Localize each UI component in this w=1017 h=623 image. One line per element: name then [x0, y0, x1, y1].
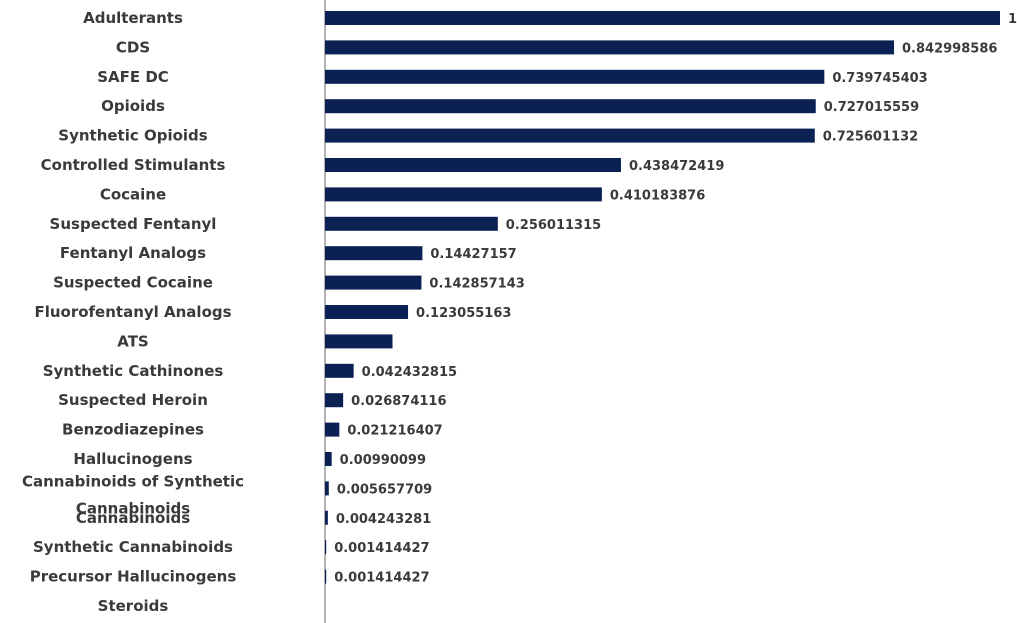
bar [325, 510, 328, 525]
bar [325, 275, 422, 290]
category-label: Steroids [98, 597, 169, 615]
bar [325, 334, 393, 349]
bar [325, 40, 895, 55]
category-label: Precursor Hallucinogens [30, 568, 237, 586]
category-label: Suspected Fentanyl [50, 215, 217, 233]
category-label: Fentanyl Analogs [60, 244, 206, 262]
category-label: Suspected Cocaine [53, 274, 213, 292]
data-label: 0.005657709 [337, 482, 432, 497]
data-label: 0.001414427 [334, 541, 429, 556]
data-label: 0.14427157 [430, 247, 516, 262]
bar [325, 305, 409, 319]
data-label: 0.142857143 [429, 277, 524, 292]
category-label: Synthetic Cannabinoids [33, 538, 233, 556]
bar [325, 363, 354, 378]
category-label: Synthetic Cathinones [43, 362, 224, 380]
bar [325, 540, 327, 555]
bar [325, 69, 825, 84]
data-label: 0.739745403 [832, 71, 927, 86]
data-label: 0.00990099 [340, 453, 426, 468]
data-label: 0.021216407 [347, 424, 442, 439]
data-label: 1 [1008, 12, 1017, 27]
data-label: 0.727015559 [824, 100, 919, 115]
bar [325, 128, 815, 143]
category-label: CDS [116, 38, 150, 56]
bar [325, 422, 340, 437]
data-label: 0.438472419 [629, 159, 724, 174]
category-label: Fluorofentanyl Analogs [34, 303, 231, 321]
data-label: 0.842998586 [902, 41, 997, 56]
bar [325, 11, 1000, 25]
category-label: Adulterants [83, 9, 183, 27]
bar [325, 569, 327, 584]
data-label: 0.123055163 [416, 306, 511, 321]
category-label: Suspected Heroin [58, 391, 208, 409]
bar [325, 187, 602, 202]
category-label: Cannabinoids [76, 509, 190, 527]
bar [325, 99, 816, 114]
category-label: Cocaine [100, 185, 166, 203]
category-label: Benzodiazepines [62, 421, 204, 439]
data-label: 0.001414427 [334, 571, 429, 586]
category-label: Controlled Stimulants [41, 156, 226, 174]
category-label: ATS [117, 332, 148, 350]
bar [325, 246, 423, 261]
data-label: 0.004243281 [336, 512, 431, 527]
category-label: Opioids [101, 97, 165, 115]
data-label: 0.256011315 [506, 218, 601, 233]
data-label: 0.026874116 [351, 394, 446, 409]
category-label: Synthetic Opioids [58, 127, 208, 145]
data-label: 0.410183876 [610, 188, 705, 203]
category-label: Cannabinoids of Synthetic Cannabinoids [22, 472, 244, 517]
bar [325, 158, 621, 172]
data-label: 0.042432815 [362, 365, 457, 380]
bar [325, 393, 344, 408]
bar [325, 452, 332, 466]
bar [325, 216, 498, 231]
bar [325, 481, 329, 496]
category-label: Hallucinogens [73, 450, 192, 468]
category-label: SAFE DC [97, 68, 169, 86]
data-label: 0.725601132 [823, 130, 918, 145]
